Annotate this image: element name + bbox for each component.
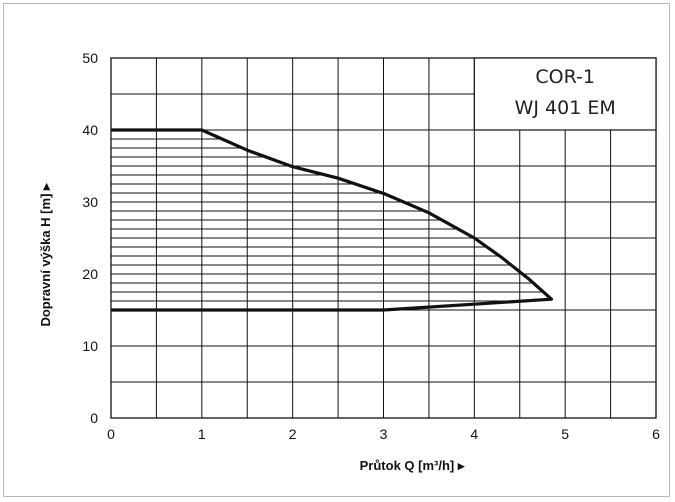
tick-labels: 0 1 2 3 4 5 6 0 10 20 30 40 50 [82, 50, 660, 442]
x-tick-label: 2 [289, 426, 297, 442]
x-tick-label: 1 [198, 426, 206, 442]
y-tick-label: 50 [82, 50, 98, 66]
title-line-2: WJ 401 EM [515, 97, 616, 119]
y-tick-label: 10 [82, 338, 98, 354]
title-box-background [473, 57, 657, 131]
pump-curve-line [111, 128, 554, 312]
operating-area-outline [111, 128, 554, 312]
x-tick-label: 5 [561, 426, 569, 442]
x-tick-label: 0 [107, 426, 115, 442]
x-tick-label: 6 [652, 426, 660, 442]
title-box: COR-1 WJ 401 EM [473, 57, 657, 131]
title-line-1: COR-1 [535, 66, 595, 88]
x-axis-label: Průtok Q [m³/h] ▸ [360, 458, 466, 473]
x-tick-label: 4 [470, 426, 478, 442]
y-tick-label: 20 [82, 266, 98, 282]
y-tick-label: 0 [90, 410, 98, 426]
x-tick-label: 3 [380, 426, 388, 442]
y-tick-label: 30 [82, 194, 98, 210]
y-axis-label: Dopravní výška H [m] ▸ [38, 182, 53, 327]
y-tick-label: 40 [82, 122, 98, 138]
operating-area-hatching [111, 138, 544, 302]
